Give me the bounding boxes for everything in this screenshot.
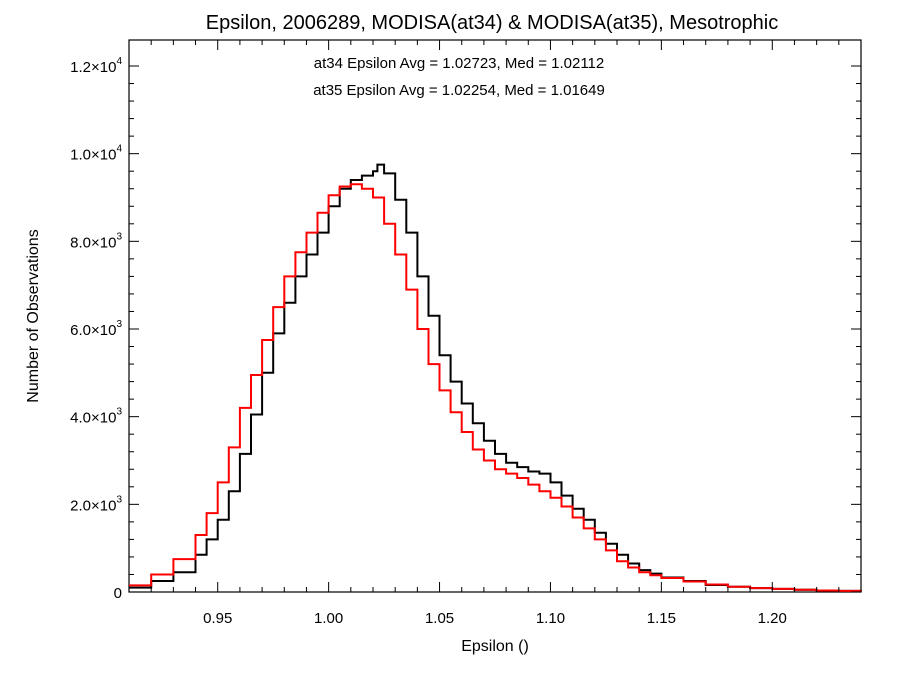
x-tick-label: 1.00 (314, 610, 343, 627)
annotation-at34: at34 Epsilon Avg = 1.02723, Med = 1.0211… (314, 55, 605, 72)
plot-area: 0.95 1.00 1.05 1.10 1.15 1.20 0 2.0×103 4.0×103… (70, 39, 862, 627)
chart-title: Epsilon, 2006289, MODISA(at34) & MODISA(… (206, 12, 778, 34)
x-tick-label: 1.20 (758, 610, 787, 627)
y-tick-label: 8.0×103 (70, 231, 122, 251)
y-tick-label: 2.0×103 (70, 494, 122, 514)
x-axis-ticks: 0.95 1.00 1.05 1.10 1.15 1.20 (128, 40, 862, 627)
y-tick-label: 0 (114, 585, 122, 602)
annotation-at35: at35 Epsilon Avg = 1.02254, Med = 1.0164… (313, 82, 605, 99)
x-tick-label: 1.10 (536, 610, 565, 627)
y-tick-label: 1.2×104 (70, 56, 122, 76)
x-tick-label: 0.95 (203, 610, 232, 627)
plot-frame (128, 39, 862, 593)
y-tick-label: 4.0×103 (70, 407, 122, 427)
series-layer (129, 163, 862, 592)
x-tick-label: 1.15 (647, 610, 676, 627)
x-tick-label: 1.05 (425, 610, 454, 627)
x-axis-label: Epsilon () (461, 638, 529, 655)
series-line-1 (129, 183, 862, 592)
y-axis-ticks: 0 2.0×103 4.0×103 6.0×103 8.0×103 1.0×104 1.2×… (70, 56, 861, 602)
series-line-0 (129, 163, 862, 592)
y-axis-label: Number of Observations (25, 229, 42, 402)
y-tick-label: 6.0×103 (70, 319, 122, 339)
y-tick-label: 1.0×104 (70, 144, 122, 164)
